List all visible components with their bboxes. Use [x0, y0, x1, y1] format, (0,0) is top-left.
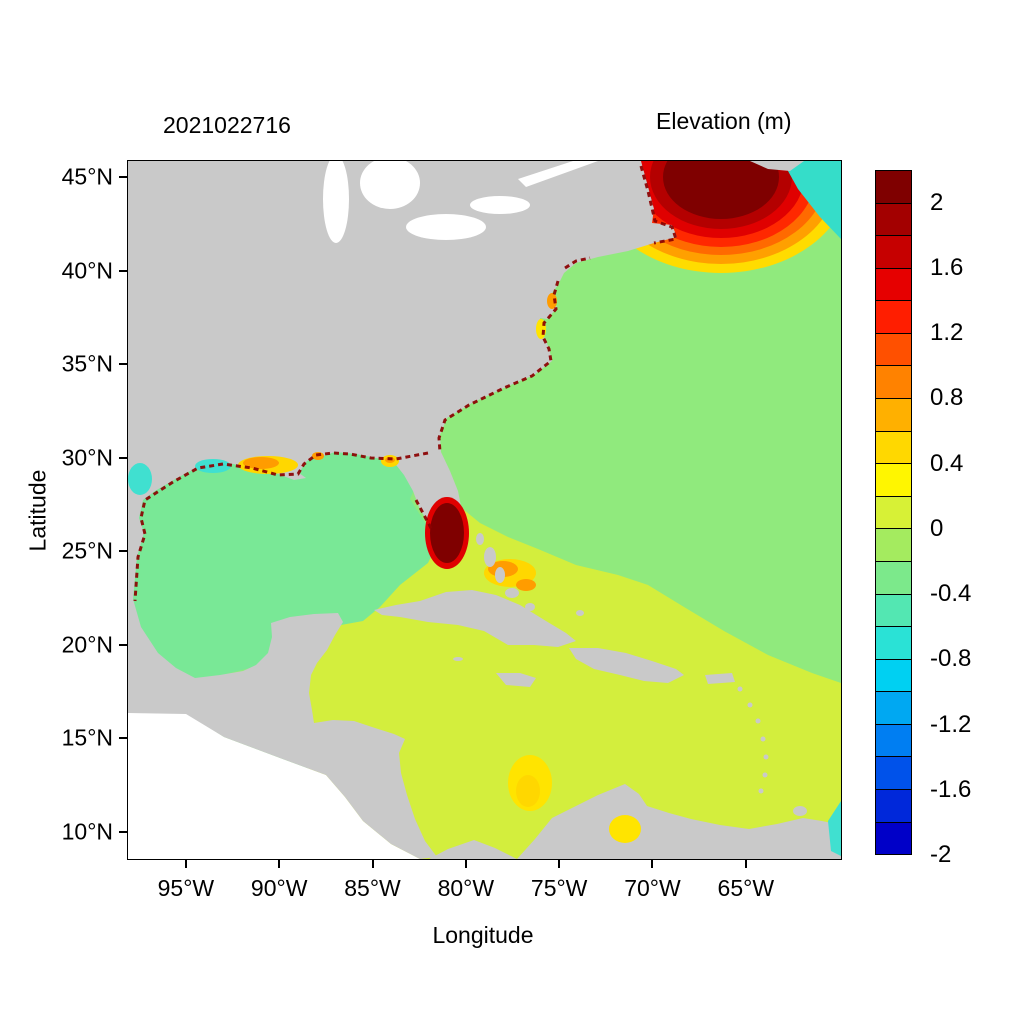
x-tick-mark: [651, 859, 654, 868]
colorbar-labels: 2 1.6 1.2 0.8 0.4 0 -0.4 -0.8 -1.2 -1.6 -2: [930, 170, 1010, 868]
y-tick-label: 20°N: [61, 631, 113, 658]
colorbar-title: Elevation (m): [656, 108, 792, 134]
south-florida-surge: [425, 497, 469, 569]
colorbar-tick-label: -0.8: [930, 645, 972, 673]
colorbar-block-10: [876, 495, 911, 529]
coastal-surge-fringe: [133, 165, 678, 602]
colorbar-block-11: [876, 528, 911, 561]
y-tick-label: 40°N: [61, 257, 113, 284]
bottom-right-cyan-edge: [828, 801, 841, 856]
x-tick-mark: [371, 859, 374, 868]
colorbar-tick-label: -1.2: [930, 710, 972, 738]
x-tick-mark: [464, 859, 467, 868]
y-tick-label: 35°N: [61, 350, 113, 377]
colorbar-block-18: [876, 756, 911, 789]
map-svg: [128, 161, 841, 859]
colorbar-block-6: [876, 365, 911, 399]
y-tick-label: 15°N: [61, 724, 113, 751]
y-tick-mark: [119, 831, 128, 834]
colorbar-block-12: [876, 560, 911, 594]
colorbar-tick-label: 0.4: [930, 449, 964, 477]
plot-title-date: 2021022716: [163, 112, 291, 138]
y-tick-label: 10°N: [61, 818, 113, 845]
great-lakes: [323, 161, 598, 243]
x-tick-mark: [558, 859, 561, 868]
x-tick-label: 75°W: [530, 875, 588, 901]
y-tick-mark: [119, 176, 128, 179]
colorbar-tick-label: 2: [930, 188, 944, 216]
x-tick-label: 80°W: [437, 875, 495, 901]
colorbar-tick-label: 1.2: [930, 319, 964, 347]
pacific-no-data: [128, 713, 420, 859]
colorbar-block-4: [876, 300, 911, 333]
sw-caribbean-yellow: [508, 755, 552, 811]
x-tick-label: 90°W: [250, 875, 308, 901]
x-tick-label: 65°W: [717, 875, 775, 901]
hispaniola: [569, 648, 684, 683]
y-tick-label: 45°N: [61, 163, 113, 190]
colorbar-block-19: [876, 788, 911, 822]
y-tick-mark: [119, 456, 128, 459]
colorbar-block-2: [876, 235, 911, 268]
venezuela-yellow: [609, 815, 641, 843]
y-axis-label: Latitude: [24, 469, 51, 552]
colorbar-tick-label: -2: [930, 841, 952, 868]
surge-maximum-rings: [593, 161, 841, 273]
colorbar-block-7: [876, 398, 911, 431]
plot-area: 95°W 90°W 85°W 80°W 75°W 70°W 65°W 45°N 40°N 35°N…: [62, 160, 842, 901]
y-tick-mark: [119, 643, 128, 646]
y-tick-mark: [119, 269, 128, 272]
x-tick-label: 85°W: [344, 875, 401, 901]
y-tick-mark: [119, 363, 128, 366]
y-tick-label: 30°N: [61, 444, 113, 471]
colorbar-tick-label: -0.4: [930, 580, 972, 608]
y-tick-mark: [119, 550, 128, 553]
colorbar-block-5: [876, 332, 911, 366]
colorbar-block-1: [876, 202, 911, 236]
x-tick-mark: [184, 859, 187, 868]
colorbar-block-0: [876, 171, 911, 203]
texas-shelf-teal: [128, 463, 152, 495]
colorbar-block-17: [876, 723, 911, 757]
northeast-cyan-anomaly: [788, 161, 841, 239]
colorbar-tick-label: 1.6: [930, 253, 964, 281]
colorbar-block-3: [876, 267, 911, 301]
caribbean-fill: [308, 501, 841, 859]
colorbar-tick-label: 0.8: [930, 384, 964, 412]
x-tick-label: 95°W: [157, 875, 215, 901]
colorbar-block-13: [876, 593, 911, 627]
colorbar-block-14: [876, 626, 911, 659]
colorbar-block-15: [876, 658, 911, 692]
colorbar-block-16: [876, 691, 911, 724]
x-tick-mark: [278, 859, 281, 868]
jamaica: [496, 673, 536, 687]
gulf-of-mexico-fill: [128, 433, 438, 691]
x-axis-label: Longitude: [432, 922, 534, 948]
colorbar-tick-label: -1.6: [930, 775, 972, 803]
islands: [374, 533, 807, 816]
colorbar-tick-label: 0: [930, 514, 944, 542]
y-tick-mark: [119, 737, 128, 740]
colorbar-block-8: [876, 430, 911, 464]
puerto-rico: [705, 673, 735, 684]
x-tick-label: 70°W: [624, 875, 681, 901]
nova-scotia-land: [750, 161, 804, 171]
colorbar-block-9: [876, 463, 911, 496]
x-tick-mark: [744, 859, 747, 868]
y-tick-label: 25°N: [61, 537, 113, 564]
colorbar: [875, 170, 912, 855]
colorbar-block-20: [876, 821, 911, 855]
cuba: [374, 590, 576, 647]
